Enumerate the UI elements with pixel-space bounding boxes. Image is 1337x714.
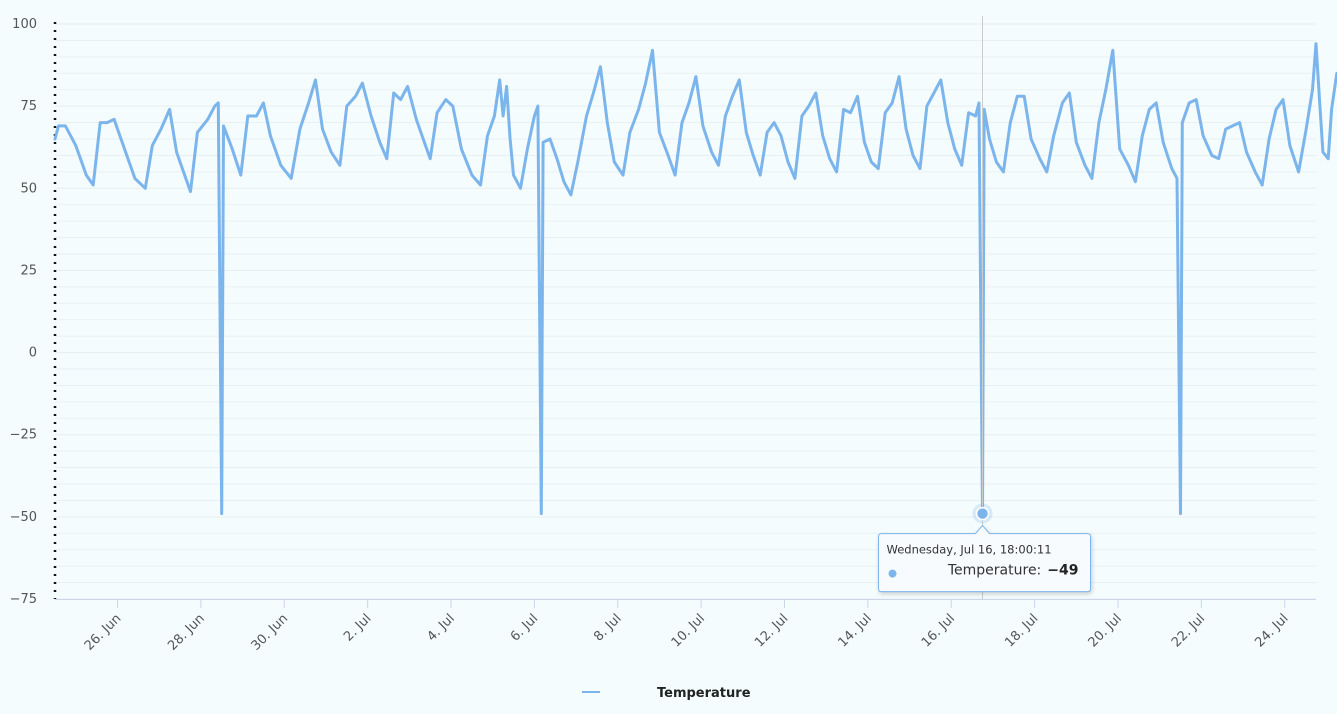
tooltip-value: −49: [1047, 563, 1078, 579]
tooltip: Wednesday, Jul 16, 18:00:11 Temperature:…: [878, 524, 1092, 593]
series-line-temperature[interactable]: [53, 42, 1337, 516]
y-tick-label: 25: [20, 263, 37, 278]
y-tick-label: −50: [10, 510, 37, 525]
tooltip-series-label: Temperature:: [947, 563, 1041, 579]
y-tick-label: 100: [12, 17, 37, 32]
tooltip-series-marker: [888, 569, 897, 578]
legend-label-temperature[interactable]: Temperature: [657, 686, 751, 701]
y-tick-label: −25: [10, 428, 37, 443]
y-tick-label: 75: [20, 99, 37, 114]
series-group: [53, 42, 1337, 516]
grid-lines: [55, 23, 1316, 600]
y-tick-label: 0: [29, 346, 37, 361]
tooltip-time: Wednesday, Jul 16, 18:00:11: [887, 543, 1052, 557]
y-axis: 100 75 50 25 0 −25 −50 −75: [10, 17, 57, 607]
y-tick-label: 50: [20, 181, 37, 196]
hover-point[interactable]: [975, 506, 990, 521]
y-tick-label: −75: [10, 592, 37, 607]
crosshair: [972, 16, 993, 599]
legend[interactable]: Temperature: [582, 686, 751, 701]
tooltip-box: [878, 524, 1092, 593]
